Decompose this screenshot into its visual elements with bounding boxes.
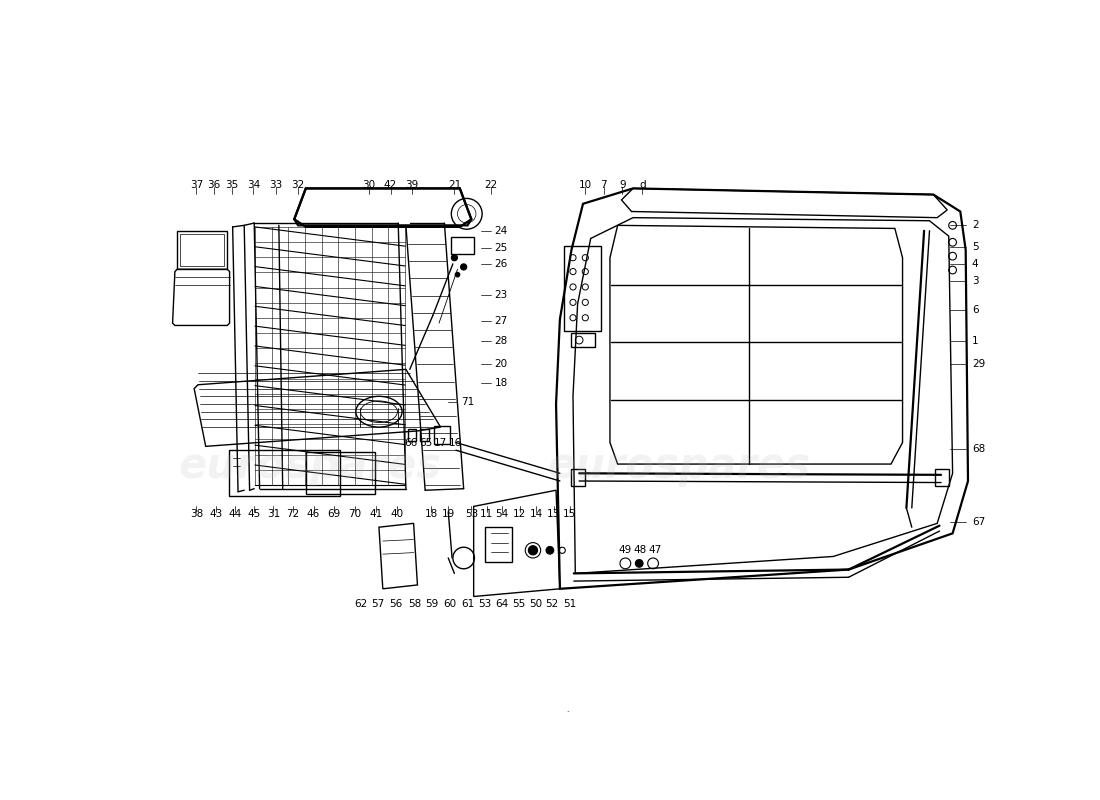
Text: eurospares: eurospares <box>548 445 811 486</box>
Text: 23: 23 <box>495 290 508 300</box>
Text: 55: 55 <box>512 599 525 610</box>
Text: d: d <box>639 179 646 190</box>
Text: 35: 35 <box>226 179 239 190</box>
Circle shape <box>636 559 644 567</box>
Text: 64: 64 <box>495 599 509 610</box>
Text: 54: 54 <box>495 509 509 519</box>
Text: 10: 10 <box>579 179 592 190</box>
Text: 24: 24 <box>495 226 508 236</box>
Text: 44: 44 <box>229 509 242 519</box>
Text: 38: 38 <box>190 509 204 519</box>
Text: 18: 18 <box>425 509 438 519</box>
Text: 40: 40 <box>390 509 404 519</box>
Text: 4: 4 <box>972 259 979 269</box>
Text: 25: 25 <box>495 242 508 253</box>
Bar <box>935 470 948 486</box>
Text: 26: 26 <box>495 259 508 269</box>
Text: 42: 42 <box>384 179 397 190</box>
Text: 22: 22 <box>484 179 497 190</box>
Text: 1: 1 <box>972 336 979 346</box>
Bar <box>563 246 601 331</box>
Text: 50: 50 <box>529 599 542 610</box>
Bar <box>485 527 513 562</box>
Circle shape <box>546 546 553 554</box>
Text: 9: 9 <box>619 179 626 190</box>
Text: 18: 18 <box>495 378 508 388</box>
Text: 56: 56 <box>389 599 403 610</box>
Bar <box>408 429 416 441</box>
Text: 32: 32 <box>292 179 305 190</box>
Text: 60: 60 <box>443 599 456 610</box>
Text: 59: 59 <box>426 599 439 610</box>
Text: 46: 46 <box>307 509 320 519</box>
Text: 65: 65 <box>419 438 432 447</box>
Circle shape <box>455 272 460 277</box>
Bar <box>572 333 595 347</box>
Text: 27: 27 <box>495 316 508 326</box>
Text: 67: 67 <box>972 517 986 527</box>
Bar <box>177 230 228 270</box>
Text: 30: 30 <box>362 179 375 190</box>
Text: 37: 37 <box>190 179 204 190</box>
Text: 19: 19 <box>441 509 455 519</box>
Text: 48: 48 <box>634 546 647 555</box>
Text: 14: 14 <box>529 509 542 519</box>
Text: 68: 68 <box>972 444 986 454</box>
Text: 6: 6 <box>972 305 979 315</box>
Text: 41: 41 <box>370 509 383 519</box>
Text: 33: 33 <box>270 179 283 190</box>
Text: 11: 11 <box>480 509 494 519</box>
Text: 58: 58 <box>408 599 421 610</box>
Text: 71: 71 <box>461 398 474 407</box>
Text: 16: 16 <box>449 438 462 447</box>
Text: 62: 62 <box>354 599 367 610</box>
Text: 29: 29 <box>972 359 986 369</box>
Text: 7: 7 <box>601 179 607 190</box>
Text: 43: 43 <box>209 509 222 519</box>
Text: 69: 69 <box>328 509 341 519</box>
Circle shape <box>528 546 538 555</box>
Text: 45: 45 <box>248 509 261 519</box>
Text: 21: 21 <box>448 179 461 190</box>
Bar <box>229 450 341 496</box>
Text: 39: 39 <box>406 179 419 190</box>
Text: 72: 72 <box>286 509 299 519</box>
Text: 15: 15 <box>563 509 576 519</box>
Bar <box>451 237 474 254</box>
Text: 66: 66 <box>405 438 418 447</box>
Text: 36: 36 <box>208 179 221 190</box>
Bar <box>572 470 585 486</box>
Text: 13: 13 <box>547 509 560 519</box>
Text: 61: 61 <box>461 599 474 610</box>
Text: 34: 34 <box>246 179 260 190</box>
Text: 17: 17 <box>433 438 448 447</box>
Text: 49: 49 <box>618 546 632 555</box>
Text: 3: 3 <box>972 276 979 286</box>
Text: eurospares: eurospares <box>178 445 441 486</box>
Text: 20: 20 <box>495 359 507 369</box>
Circle shape <box>461 264 466 270</box>
Text: 57: 57 <box>371 599 384 610</box>
Text: 12: 12 <box>514 509 527 519</box>
Bar <box>306 452 375 494</box>
Text: 53: 53 <box>478 599 492 610</box>
Bar <box>420 429 429 441</box>
Text: 47: 47 <box>648 546 661 555</box>
Bar <box>180 234 224 266</box>
Text: 53: 53 <box>464 509 478 519</box>
Text: 31: 31 <box>267 509 280 519</box>
Text: 28: 28 <box>495 336 508 346</box>
Text: 52: 52 <box>546 599 559 610</box>
Text: 5: 5 <box>972 242 979 252</box>
Text: 51: 51 <box>563 599 576 610</box>
Circle shape <box>451 254 458 261</box>
Text: 70: 70 <box>349 509 362 519</box>
Text: 2: 2 <box>972 220 979 230</box>
